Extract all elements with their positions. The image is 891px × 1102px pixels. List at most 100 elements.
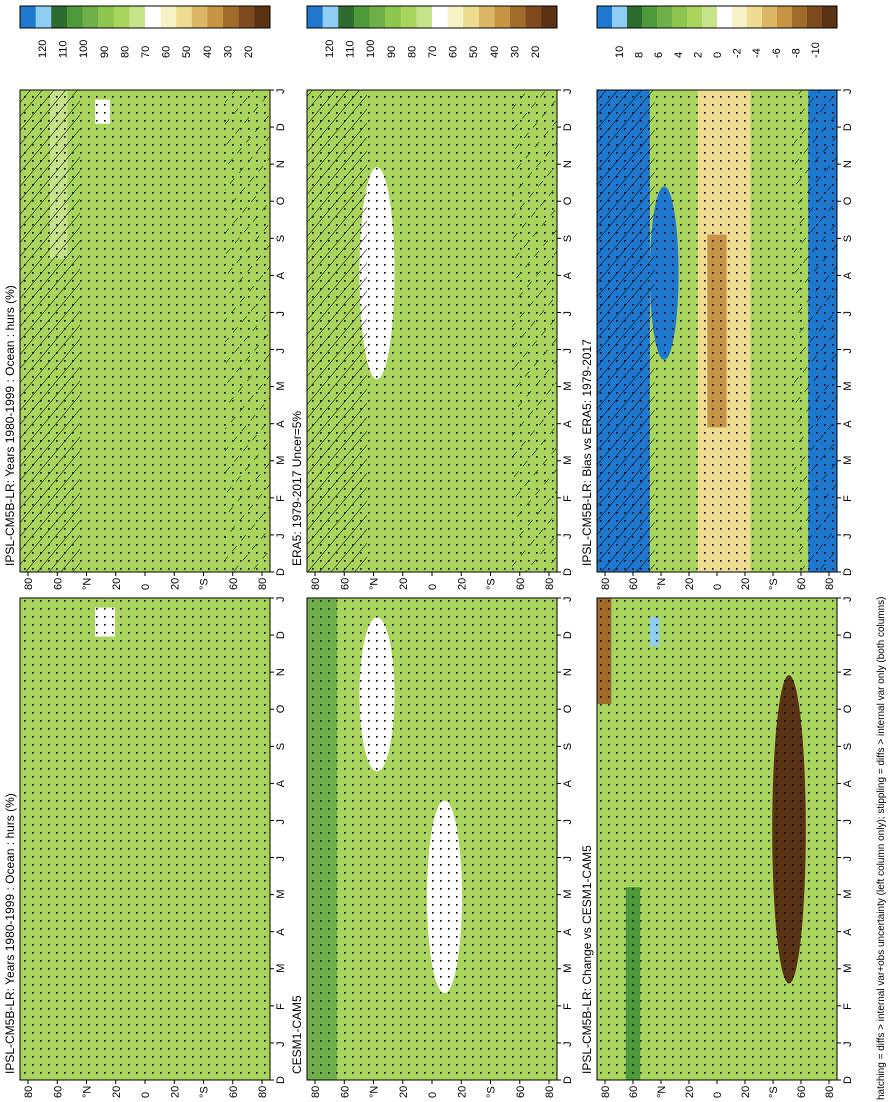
colorbar-swatch	[777, 6, 793, 28]
month-tick-label: J	[275, 348, 287, 354]
colorbar-tick-label: 60	[161, 46, 173, 58]
month-tick-label: J	[842, 533, 854, 539]
month-tick-label: M	[842, 456, 854, 465]
colorbar-swatch	[400, 6, 417, 28]
colorbar-frame	[19, 5, 271, 29]
month-tick-label: M	[275, 964, 287, 973]
colorbar-swatch	[732, 6, 748, 28]
colorbar-swatch	[191, 6, 208, 28]
lat-tick-label: 60	[628, 1086, 640, 1098]
panel-title: IPSL-CM5B-LR: Change vs CESM1-CAM5	[580, 845, 594, 1074]
panel-title: IPSL-CM5B-LR: Bias vs ERA5: 1979-2017	[580, 339, 594, 566]
lat-tick-label: 20	[740, 1086, 752, 1098]
colorbar-tick-label: 100	[365, 40, 377, 58]
colorbar-swatch	[597, 6, 613, 28]
month-tick-label: N	[562, 160, 574, 168]
lat-tick-label: °N	[656, 578, 668, 590]
colorbar-swatch	[51, 6, 68, 28]
colorbar-tick-label: 4	[673, 52, 685, 58]
lat-tick-label: 60	[339, 1086, 351, 1098]
lat-tick-label: 80	[544, 578, 556, 590]
month-tick-label: A	[275, 271, 287, 279]
month-tick-label: M	[275, 456, 287, 465]
colorbar-tick-label: 70	[140, 46, 152, 58]
month-tick-label: J	[562, 311, 574, 317]
colorbar-swatch	[541, 6, 558, 28]
month-tick-label: M	[562, 964, 574, 973]
month-tick-label: J	[842, 348, 854, 354]
lat-tick-label: °N	[369, 578, 381, 590]
lat-tick-label: 20	[169, 1086, 181, 1098]
lat-tick-label: °N	[656, 1086, 668, 1098]
colorbar-frame	[306, 5, 558, 29]
colorbar-swatch	[20, 6, 37, 28]
colorbar-tick-label: 120	[37, 40, 49, 58]
colorbar-tick-label: 40	[489, 46, 501, 58]
colorbar-tick-label: 110	[58, 40, 70, 58]
colorbar: 120 110 100 90 80 70 60 50 40 30 20	[306, 5, 558, 58]
month-tick-label: O	[275, 196, 287, 205]
lat-tick-label: °N	[82, 578, 94, 590]
colorbar-tick-label: 40	[202, 46, 214, 58]
lat-tick-label: 80	[600, 578, 612, 590]
month-tick-label: O	[842, 196, 854, 205]
colorbar-tick-label: 20	[530, 46, 542, 58]
lat-tick-label: 80	[310, 578, 322, 590]
colorbar-swatch	[369, 6, 386, 28]
month-tick-label: A	[842, 779, 854, 787]
figure-footer: hatching = diffs > internal var+obs unce…	[876, 596, 887, 1100]
lat-tick-label: 20	[740, 578, 752, 590]
lat-tick-label: 20	[684, 1086, 696, 1098]
month-tick-label: N	[842, 160, 854, 168]
hatching	[512, 90, 557, 572]
colorbar-tick-label: 20	[243, 46, 255, 58]
month-tick-label: J	[842, 819, 854, 825]
colorbar-tick-label: 120	[324, 40, 336, 58]
colorbar-swatch	[525, 6, 542, 28]
panel-6: 80 60 °N 20 0 20 °S 60 80 D J F M A M J J A S O N D J IPSL-CM5B…	[580, 597, 854, 1099]
hatching	[793, 90, 837, 572]
month-tick-label: D	[275, 568, 287, 576]
colorbar-swatch	[385, 6, 402, 28]
month-tick-label: M	[842, 381, 854, 390]
month-tick-label: J	[562, 89, 574, 95]
month-tick-label: A	[275, 928, 287, 936]
colorbar-swatch	[176, 6, 193, 28]
lat-tick-label: 60	[228, 578, 240, 590]
panel-5: 80 60 °N 20 0 20 °S 60 80DJFMAMJJASONDJIPSL-CM5B…	[580, 5, 854, 590]
month-tick-label: J	[562, 856, 574, 862]
colorbar-swatch	[322, 6, 339, 28]
month-tick-label: F	[842, 1003, 854, 1010]
month-tick-label: M	[842, 964, 854, 973]
lat-tick-label: 20	[169, 578, 181, 590]
month-tick-label: D	[562, 568, 574, 576]
lat-tick-label: 80	[824, 1086, 836, 1098]
colorbar-swatch	[160, 6, 177, 28]
colorbar-tick-label: 50	[468, 46, 480, 58]
colorbar-swatch	[672, 6, 688, 28]
lat-tick-label: 80	[544, 1086, 556, 1098]
lat-tick-label: 0	[140, 584, 152, 590]
month-tick-label: A	[842, 928, 854, 936]
colorbar-swatch	[238, 6, 255, 28]
colorbar-tick-label: -8	[790, 48, 802, 58]
lat-tick-label: 20	[111, 1086, 123, 1098]
colorbar-swatch	[510, 6, 527, 28]
colorbar-swatch	[702, 6, 718, 28]
colorbar-swatch	[338, 6, 355, 28]
lat-tick-label: 80	[824, 578, 836, 590]
month-tick-label: D	[562, 631, 574, 639]
month-tick-label: F	[562, 1003, 574, 1010]
month-tick-label: S	[275, 743, 287, 750]
colorbar-swatch	[627, 6, 643, 28]
colorbar-swatch	[687, 6, 703, 28]
month-tick-label: J	[275, 1041, 287, 1047]
lat-tick-label: 0	[712, 1092, 724, 1098]
panel-2: 80 60 °N 20 0 20 °S 60 80 D J F M A M J J A S O N D J IPSL-CM5B…	[3, 597, 287, 1099]
month-tick-label: J	[275, 311, 287, 317]
hatching	[20, 90, 80, 572]
colorbar-tick-label: -6	[771, 48, 783, 58]
lat-tick-label: 60	[796, 1086, 808, 1098]
colorbar-swatch	[717, 6, 733, 28]
